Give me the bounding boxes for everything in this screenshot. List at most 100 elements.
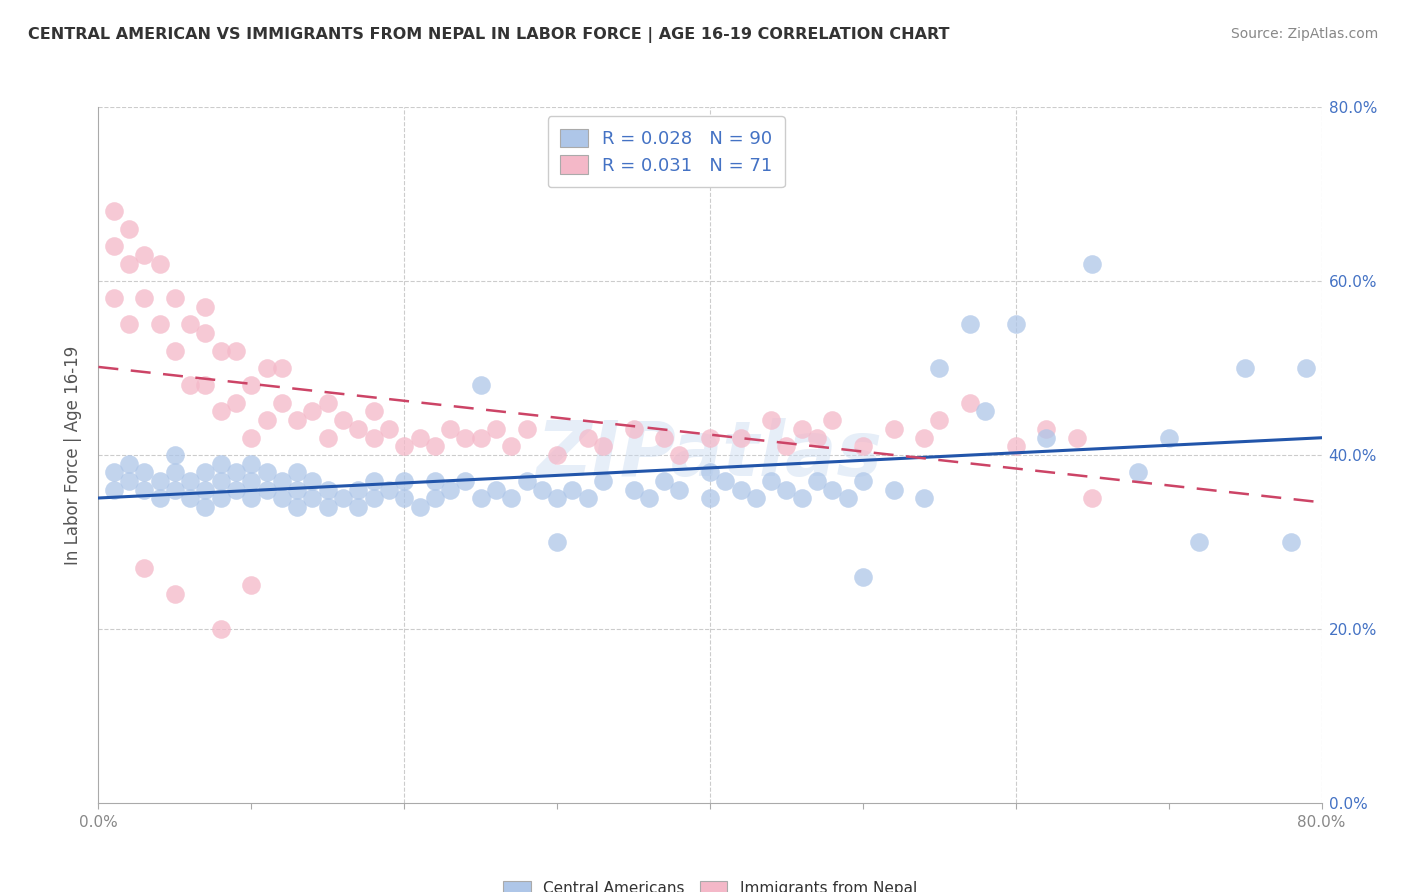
Point [561,483,583,497]
Point [209,622,232,636]
Point [270,491,292,506]
Point [134,483,156,497]
Point [194,300,217,314]
Point [759,474,782,488]
Point [301,404,323,418]
Point [1128,466,1150,480]
Text: ZIPatlas: ZIPatlas [537,418,883,491]
Point [485,483,508,497]
Point [546,534,568,549]
Point [408,431,430,445]
Point [103,466,125,480]
Point [194,466,217,480]
Point [225,343,247,358]
Point [118,221,141,235]
Point [209,404,232,418]
Point [699,431,721,445]
Point [256,466,278,480]
Point [592,474,614,488]
Point [149,491,172,506]
Point [118,256,141,270]
Point [928,360,950,375]
Point [959,318,981,332]
Point [256,360,278,375]
Point [316,483,339,497]
Point [1234,360,1257,375]
Point [103,483,125,497]
Point [883,422,905,436]
Point [392,474,416,488]
Text: CENTRAL AMERICAN VS IMMIGRANTS FROM NEPAL IN LABOR FORCE | AGE 16-19 CORRELATION: CENTRAL AMERICAN VS IMMIGRANTS FROM NEPA… [28,27,949,43]
Point [652,474,675,488]
Legend: Central Americans, Immigrants from Nepal: Central Americans, Immigrants from Nepal [496,873,924,892]
Point [1035,431,1057,445]
Point [1157,431,1180,445]
Point [668,483,690,497]
Point [423,439,446,453]
Point [134,466,156,480]
Point [790,422,813,436]
Point [270,360,292,375]
Point [1295,360,1317,375]
Point [423,474,446,488]
Point [470,491,492,506]
Point [194,378,217,392]
Point [775,439,797,453]
Point [592,439,614,453]
Point [163,343,186,358]
Point [163,291,186,305]
Point [256,483,278,497]
Point [852,570,875,584]
Point [470,378,492,392]
Point [240,491,263,506]
Point [256,413,278,427]
Point [134,561,156,575]
Point [790,491,813,506]
Point [225,483,247,497]
Point [332,491,354,506]
Point [134,248,156,262]
Point [163,587,186,601]
Point [363,431,385,445]
Point [454,474,477,488]
Point [470,431,492,445]
Point [285,413,308,427]
Point [1004,318,1026,332]
Point [163,483,186,497]
Y-axis label: In Labor Force | Age 16-19: In Labor Force | Age 16-19 [65,345,83,565]
Point [912,491,935,506]
Point [378,422,401,436]
Point [285,483,308,497]
Point [883,483,905,497]
Point [392,491,416,506]
Text: Source: ZipAtlas.com: Source: ZipAtlas.com [1230,27,1378,41]
Point [301,474,323,488]
Point [759,413,782,427]
Point [149,474,172,488]
Point [714,474,737,488]
Point [623,483,645,497]
Point [821,483,844,497]
Point [209,491,232,506]
Point [912,431,935,445]
Point [730,431,752,445]
Point [1279,534,1302,549]
Point [852,439,875,453]
Point [959,396,981,410]
Point [730,483,752,497]
Point [149,256,172,270]
Point [118,474,141,488]
Point [516,422,538,436]
Point [623,422,645,436]
Point [194,483,217,497]
Point [179,491,201,506]
Point [775,483,797,497]
Point [347,483,370,497]
Point [363,404,385,418]
Point [1188,534,1211,549]
Point [652,431,675,445]
Point [103,291,125,305]
Point [637,491,661,506]
Point [316,500,339,514]
Point [974,404,997,418]
